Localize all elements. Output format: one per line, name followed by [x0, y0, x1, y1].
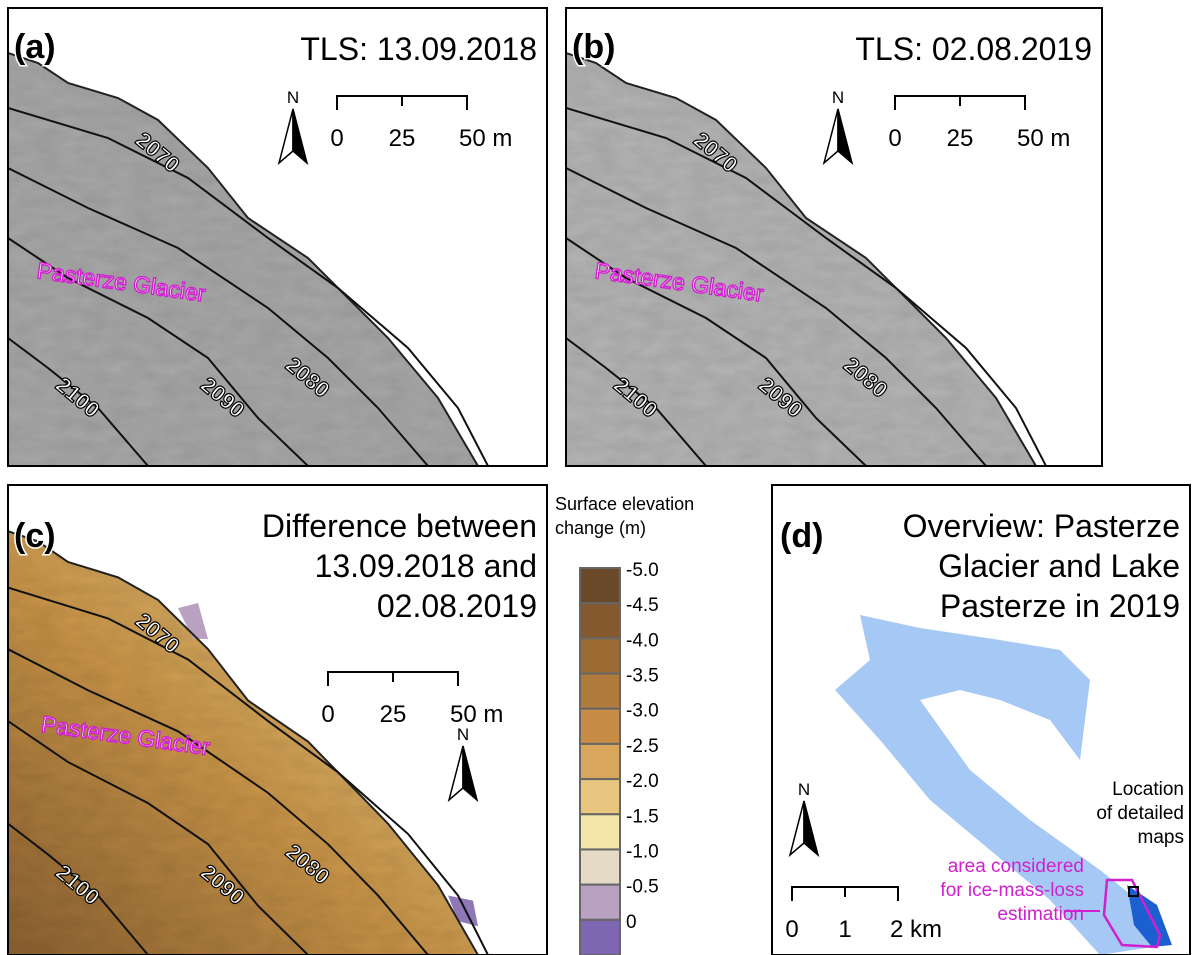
legend-title: change (m) — [555, 518, 646, 538]
north-label: N — [287, 88, 299, 107]
legend-label: -1.5 — [626, 806, 659, 827]
legend-label: -4.5 — [626, 595, 659, 616]
scale-label: 0 — [785, 916, 798, 943]
north-arrow — [279, 109, 293, 163]
scale-label: 50 m — [459, 125, 512, 152]
panel-label: (a) — [14, 28, 56, 66]
map-area: Location of detailed maps area considered fo… — [835, 615, 1184, 955]
figure: 2070208020902100Pasterze Glacier(a)TLS: … — [0, 0, 1192, 955]
legend-title: Surface elevation — [555, 494, 694, 514]
legend-swatch — [580, 814, 620, 849]
legend-label: -3.0 — [626, 701, 659, 722]
legend-label: 0 — [626, 912, 637, 933]
legend-swatch — [580, 709, 620, 744]
panel-title: Pasterze in 2019 — [940, 588, 1180, 624]
legend-swatch — [580, 920, 620, 955]
panel-title: 02.08.2019 — [377, 588, 537, 624]
area-note: estimation — [997, 904, 1084, 925]
panel-title: Overview: Pasterze — [903, 508, 1180, 544]
scale-label: 50 m — [1017, 125, 1070, 152]
scale-label: 0 — [330, 125, 343, 152]
legend-swatch — [580, 885, 620, 920]
scale-label: 0 — [321, 701, 334, 728]
north-arrow — [449, 746, 463, 800]
panel-label: (c) — [14, 517, 56, 555]
legend-swatch — [580, 674, 620, 709]
legend-swatch — [580, 849, 620, 884]
panel-label: (b) — [572, 28, 615, 66]
scale-label: 50 m — [450, 701, 503, 728]
legend-label: -0.5 — [626, 877, 659, 898]
north-label: N — [457, 725, 469, 744]
legend-swatch — [580, 779, 620, 814]
legend-label: -3.5 — [626, 666, 659, 687]
panel: Location of detailed maps area considered fo… — [772, 485, 1190, 955]
page: { "panels": [ {"label": "(a)", "title": … — [0, 0, 1192, 955]
scale-label: 25 — [380, 701, 407, 728]
location-note: Location — [1112, 779, 1184, 800]
scale-label: 2 km — [890, 916, 942, 943]
legend-label: -2.5 — [626, 736, 659, 757]
scale-label: 0 — [888, 125, 901, 152]
location-note: of detailed — [1096, 803, 1184, 824]
scale-label: 25 — [947, 125, 974, 152]
legend: Surface elevation change (m) -5.0 -4.5 -4.0 -… — [555, 494, 694, 955]
north-label: N — [832, 88, 844, 107]
panel-title: Difference between — [262, 508, 537, 544]
scale-label: 1 — [838, 916, 851, 943]
legend-swatch — [580, 568, 620, 603]
area-note: area considered — [948, 856, 1084, 877]
legend-swatch — [580, 603, 620, 638]
panel-title: TLS: 02.08.2019 — [855, 31, 1092, 67]
scale-label: 25 — [389, 125, 416, 152]
north-arrow — [463, 746, 477, 800]
north-arrow — [824, 109, 838, 163]
north-arrow — [838, 109, 852, 163]
legend-label: -2.0 — [626, 771, 659, 792]
north-label: N — [798, 780, 810, 799]
location-note: maps — [1138, 827, 1184, 848]
panel-title: Glacier and Lake — [938, 548, 1180, 584]
legend-label: -1.0 — [626, 841, 659, 862]
panel-label: (d) — [780, 517, 823, 555]
north-arrow — [790, 801, 804, 855]
north-arrow — [804, 801, 818, 855]
legend-swatch — [580, 638, 620, 673]
panel-title: TLS: 13.09.2018 — [300, 31, 537, 67]
north-arrow — [293, 109, 307, 163]
area-note: for ice-mass-loss — [940, 880, 1084, 901]
legend-label: -5.0 — [626, 560, 659, 581]
legend-label: -4.0 — [626, 630, 659, 651]
panel-title: 13.09.2018 and — [315, 548, 537, 584]
legend-swatch — [580, 744, 620, 779]
